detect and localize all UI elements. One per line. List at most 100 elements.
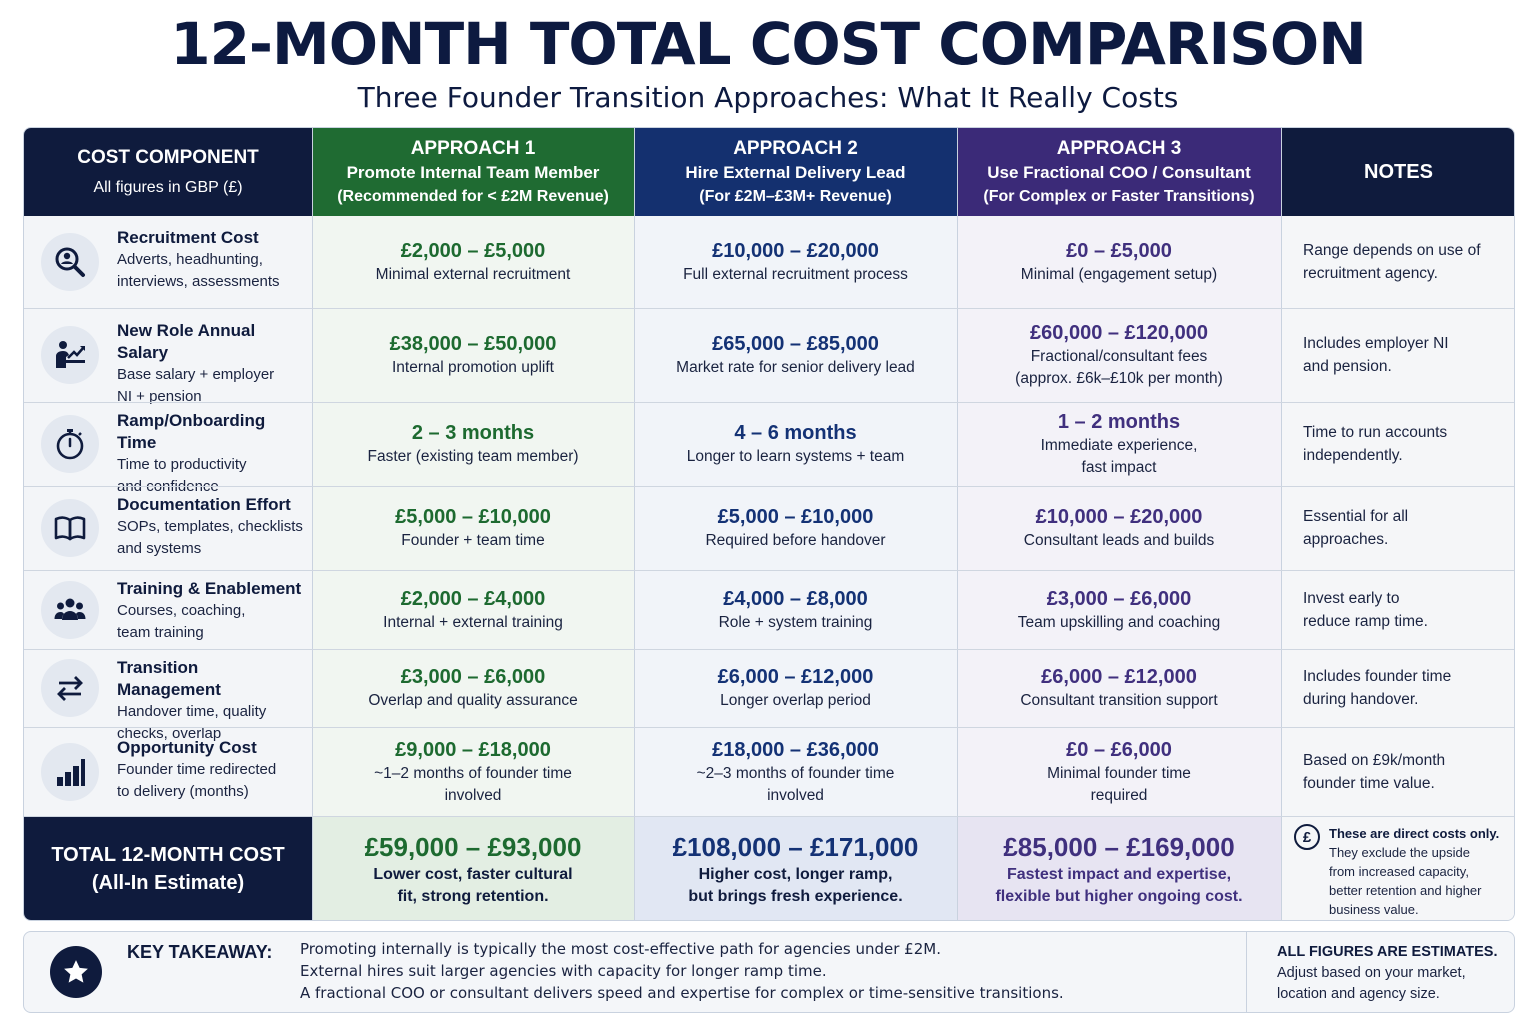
note-line: independently. (1303, 447, 1403, 464)
cost-detail: Internal promotion uplift (392, 359, 554, 376)
approach-1-cell: £9,000 – £18,000 ~1–2 months of founder t… (312, 727, 634, 816)
total-note: £ These are direct costs only. They excl… (1281, 816, 1514, 920)
header-approach-2: APPROACH 2 Hire External Delivery Lead (… (634, 128, 957, 216)
cost-value: £65,000 – £85,000 (712, 333, 879, 355)
cost-detail: Longer to learn systems + team (686, 448, 905, 465)
cost-detail: Internal + external training (383, 613, 563, 631)
row-note: Includes founder time during handover. (1303, 649, 1509, 727)
total-row: TOTAL 12-MONTH COST (All-In Estimate) £5… (24, 816, 1514, 920)
swap-arrows-icon (41, 659, 99, 717)
note-line: Based on £9k/month (1303, 751, 1446, 769)
cost-value: 1 – 2 months (1057, 411, 1181, 433)
table-row: Documentation Effort SOPs, templates, che… (24, 486, 1514, 570)
estimates-disclaimer-title: ALL FIGURES ARE ESTIMATES. (1277, 944, 1498, 960)
column-divider (957, 128, 958, 920)
cost-value: £2,000 – £5,000 (400, 240, 546, 262)
header-approach-1-label: APPROACH 1 (410, 137, 536, 159)
cost-detail: Immediate experience, (1040, 437, 1198, 454)
total-summary: Fastest impact and expertise, (1006, 866, 1232, 883)
total-note-bold: These are direct costs only. (1329, 826, 1500, 841)
component-description: team training (117, 624, 204, 641)
cost-component: Training & Enablement Courses, coaching, t… (24, 570, 312, 649)
row-divider (24, 570, 1514, 571)
total-note-line: business value. (1329, 902, 1419, 917)
key-takeaway-line: Promoting internally is typically the mo… (300, 940, 941, 958)
cost-detail: Minimal founder time (1047, 764, 1191, 782)
component-title: Ramp/Onboarding Time (117, 411, 266, 452)
header-notes: NOTES (1281, 128, 1514, 216)
cost-value: 2 – 3 months (411, 422, 535, 444)
cost-detail: Founder + team time (401, 532, 545, 549)
total-value: £108,000 – £171,000 (672, 832, 919, 862)
row-divider (24, 402, 1514, 403)
total-note-line: better retention and higher (1329, 883, 1482, 898)
row-divider (24, 816, 1514, 817)
note-line: Time to run accounts (1303, 424, 1448, 441)
total-approach-3: £85,000 – £169,000 Fastest impact and ex… (957, 816, 1281, 920)
component-text: Training & Enablement Courses, coaching, t… (117, 578, 306, 644)
total-summary: flexible but higher ongoing cost. (995, 888, 1243, 905)
approach-2-cell: £6,000 – £12,000 Longer overlap period (634, 649, 957, 727)
component-text: New Role Annual Salary Base salary + empl… (117, 320, 306, 408)
cost-detail: Faster (existing team member) (367, 448, 579, 465)
approach-2-cell: £65,000 – £85,000 Market rate for senior … (634, 308, 957, 402)
cost-detail: Role + system training (718, 613, 873, 631)
header-notes-label: NOTES (1364, 160, 1433, 183)
component-text: Transition Management Handover time, qual… (117, 657, 306, 745)
cost-value: £38,000 – £50,000 (389, 333, 557, 355)
header-approach-1-qualifier: (Recommended for < £2M Revenue) (337, 187, 609, 205)
column-divider (312, 128, 313, 920)
approach-3-cell: £3,000 – £6,000 Team upskilling and coach… (957, 570, 1281, 649)
bar-chart-icon (41, 742, 99, 801)
header-approach-1: APPROACH 1 Promote Internal Team Member … (312, 128, 634, 216)
component-description: SOPs, templates, checklists (117, 518, 303, 535)
cost-value: 4 – 6 months (734, 422, 857, 444)
component-description: Adverts, headhunting, (117, 251, 263, 268)
approach-1-cell: £2,000 – £4,000 Internal + external train… (312, 570, 634, 649)
cost-detail: fast impact (1081, 459, 1157, 476)
approach-1-cell: £38,000 – £50,000 Internal promotion upli… (312, 308, 634, 402)
component-title: Training & Enablement (117, 579, 302, 598)
total-value: £59,000 – £93,000 (364, 832, 582, 862)
cost-detail: Longer overlap period (720, 692, 871, 709)
total-label-line: TOTAL 12-MONTH COST (51, 844, 285, 866)
cost-value: £9,000 – £18,000 (395, 738, 551, 761)
total-note-line: They exclude the upside (1329, 845, 1470, 860)
cost-component: Documentation Effort SOPs, templates, che… (24, 486, 312, 570)
cost-detail: Required before handover (705, 532, 886, 549)
row-divider (24, 649, 1514, 650)
approach-1-cell: £3,000 – £6,000 Overlap and quality assur… (312, 649, 634, 727)
header-component-note: All figures in GBP (£) (93, 178, 243, 196)
component-description: Handover time, quality (117, 703, 267, 720)
table-row: Recruitment Cost Adverts, headhunting, int… (24, 216, 1514, 308)
cost-detail: Consultant transition support (1020, 692, 1218, 709)
approach-2-cell: £18,000 – £36,000 ~2–3 months of founder … (634, 727, 957, 816)
estimates-disclaimer: ALL FIGURES ARE ESTIMATES. Adjust based … (1277, 942, 1509, 1005)
header-cost-component: COST COMPONENT All figures in GBP (£) (24, 128, 312, 216)
cost-value: £6,000 – £12,000 (717, 666, 874, 688)
cost-value: £18,000 – £36,000 (712, 738, 879, 761)
column-divider (634, 128, 635, 920)
note-line: Includes employer NI (1303, 335, 1449, 352)
cost-component: Ramp/Onboarding Time Time to productivity… (24, 402, 312, 495)
component-description: interviews, assessments (117, 273, 280, 290)
column-background (1281, 216, 1514, 816)
note-line: recruitment agency. (1303, 265, 1438, 282)
cost-detail: required (1090, 786, 1148, 804)
cost-comparison-table: COST COMPONENT All figures in GBP (£) AP… (23, 127, 1515, 921)
row-note: Invest early to reduce ramp time. (1303, 570, 1509, 649)
approach-3-cell: £0 – £6,000 Minimal founder time required (957, 727, 1281, 816)
divider (1246, 932, 1247, 1012)
table-row: Training & Enablement Courses, coaching, t… (24, 570, 1514, 649)
component-title: Recruitment Cost (117, 228, 259, 247)
total-approach-1: £59,000 – £93,000 Lower cost, faster cul… (312, 816, 634, 920)
approach-2-cell: 4 – 6 months Longer to learn systems + te… (634, 402, 957, 486)
component-title: Transition Management (117, 658, 221, 699)
note-line: during handover. (1303, 691, 1419, 708)
header-approach-3-label: APPROACH 3 (1056, 137, 1182, 159)
row-note: Includes employer NI and pension. (1303, 308, 1509, 402)
component-text: Opportunity Cost Founder time redirected t… (117, 737, 306, 803)
approach-1-cell: £5,000 – £10,000 Founder + team time (312, 486, 634, 570)
component-description: to delivery (months) (117, 782, 249, 800)
component-title: Documentation Effort (117, 495, 291, 514)
